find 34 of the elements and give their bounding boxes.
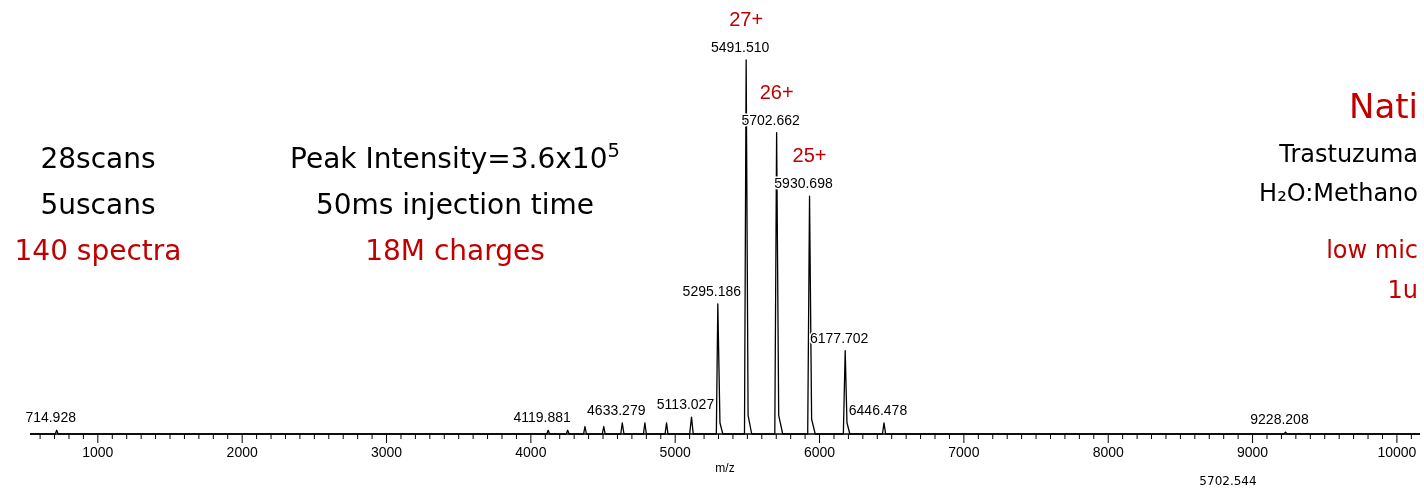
annotation: 18M charges — [365, 234, 545, 267]
annotation: 28scans — [40, 142, 156, 175]
annotation: 5295.186 — [682, 282, 742, 299]
annotation: 5491.510 — [710, 39, 770, 55]
annotation: 140 spectra — [14, 234, 182, 267]
annotation: 714.928 — [25, 409, 77, 426]
x-tick-label: 3000 — [370, 444, 403, 460]
x-tick-label: 7000 — [948, 444, 980, 460]
annotation: 5uscans — [40, 188, 156, 221]
annotation: 1u — [1387, 276, 1418, 304]
text: 5702.544 — [1199, 474, 1257, 488]
x-tick-label: 6000 — [803, 444, 836, 460]
annotation: Nati — [1348, 86, 1418, 126]
x-tick-label: 2000 — [226, 444, 258, 460]
annotation: 6446.478 — [848, 401, 908, 418]
annotation: 4633.279 — [587, 401, 646, 418]
annotation: Peak Intensity=3.6x10$^{5}$ — [290, 138, 620, 175]
x-tick-label: 4000 — [515, 444, 547, 460]
x-tick-label: 1000 — [82, 444, 114, 460]
x-tick-label: 9000 — [1236, 444, 1269, 460]
annotation: 27+ — [729, 8, 764, 30]
annotation: 9228.208 — [1250, 411, 1309, 428]
annotation: 26+ — [759, 80, 794, 103]
annotation: Trastuzuma — [1278, 140, 1418, 168]
x-axis-title: m/z — [715, 461, 735, 475]
x-tick-label: 10000 — [1377, 444, 1417, 460]
annotation: 25+ — [792, 144, 827, 167]
x-tick-label: 8000 — [1092, 444, 1124, 460]
annotation: H₂O:Methano — [1259, 179, 1418, 207]
annotation: low mic — [1326, 236, 1418, 264]
annotation: 50ms injection time — [315, 188, 595, 221]
annotation: 4119.881 — [513, 409, 572, 426]
annotation: 5113.027 — [656, 396, 715, 413]
x-tick-label: 5000 — [659, 444, 691, 460]
